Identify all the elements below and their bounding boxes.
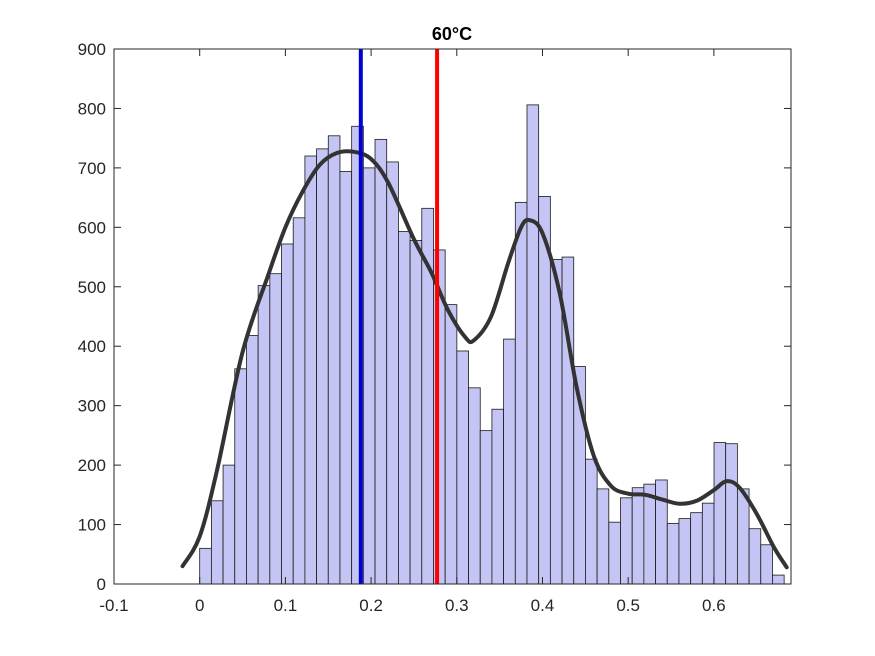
histogram-bar: [666, 522, 680, 585]
histogram-bar: [760, 544, 773, 585]
histogram-bar: [479, 430, 493, 585]
x-tick-label: 0.4: [531, 596, 555, 615]
histogram-bar: [643, 483, 656, 585]
histogram-bar: [456, 350, 469, 585]
histogram-bar: [210, 500, 224, 585]
histogram-bar: [269, 273, 282, 585]
histogram-bar: [444, 304, 458, 585]
y-tick-label: 0: [97, 575, 106, 594]
histogram-bar: [257, 285, 271, 585]
y-tick-label: 300: [78, 397, 106, 416]
histogram-bar: [374, 138, 388, 585]
chart-title: 60°C: [432, 24, 472, 44]
histogram-bar: [409, 240, 423, 585]
x-tick-label: 0.2: [359, 596, 383, 615]
histogram-bar: [491, 408, 505, 585]
axes-frame: [113, 48, 792, 585]
histogram-bar: [362, 167, 376, 585]
histogram-bar: [398, 231, 411, 585]
histogram-bar: [304, 155, 317, 585]
histogram-bar: [725, 443, 738, 585]
histogram-bar: [222, 464, 236, 585]
histogram-bars: [199, 104, 785, 585]
histogram-bar: [199, 547, 212, 585]
histogram-bar: [281, 243, 294, 585]
y-axis: 0 100 200 300 400 500 600 700 800 900: [78, 40, 791, 594]
histogram-bar: [292, 217, 306, 585]
histogram-bar: [514, 201, 528, 585]
histogram-bar: [503, 338, 516, 585]
histogram-bar: [608, 521, 621, 585]
histogram-bar: [678, 518, 692, 585]
histogram-bar: [549, 259, 563, 585]
y-tick-label: 500: [78, 278, 106, 297]
x-tick-label: 0.1: [274, 596, 298, 615]
histogram-bar: [631, 487, 645, 585]
histogram-bar: [655, 479, 668, 585]
histogram-bar: [339, 171, 353, 585]
histogram-bar: [772, 574, 785, 585]
histogram-bar: [701, 502, 715, 585]
histogram-bar: [713, 442, 727, 585]
x-tick-label: 0.5: [616, 596, 640, 615]
histogram-bar: [748, 528, 762, 585]
x-axis: -0.1 0 0.1 0.2 0.3 0.4 0.5 0.6: [99, 49, 726, 615]
x-tick-label: 0.6: [702, 596, 726, 615]
histogram-bar: [468, 387, 481, 585]
histogram-bar: [596, 488, 610, 585]
histogram-bar: [736, 488, 750, 585]
y-tick-label: 600: [78, 218, 106, 237]
histogram-bar: [526, 104, 540, 585]
y-tick-label: 900: [78, 40, 106, 59]
histogram-bar: [327, 135, 341, 585]
histogram-bar: [386, 161, 399, 585]
histogram-bar: [246, 335, 259, 585]
density-curve: [180, 149, 789, 570]
y-tick-label: 800: [78, 99, 106, 118]
histogram-bar: [316, 148, 329, 585]
y-tick-label: 200: [78, 456, 106, 475]
histogram-bar: [690, 512, 703, 585]
reference-lines: [358, 49, 440, 584]
x-tick-label: -0.1: [99, 596, 128, 615]
x-tick-label: 0.3: [445, 596, 469, 615]
y-tick-label: 400: [78, 337, 106, 356]
y-tick-label: 700: [78, 159, 106, 178]
histogram-bar: [585, 458, 598, 585]
y-tick-label: 100: [78, 516, 106, 535]
histogram-bar: [620, 497, 633, 585]
x-tick-label: 0: [195, 596, 204, 615]
histogram-bar: [234, 368, 247, 585]
